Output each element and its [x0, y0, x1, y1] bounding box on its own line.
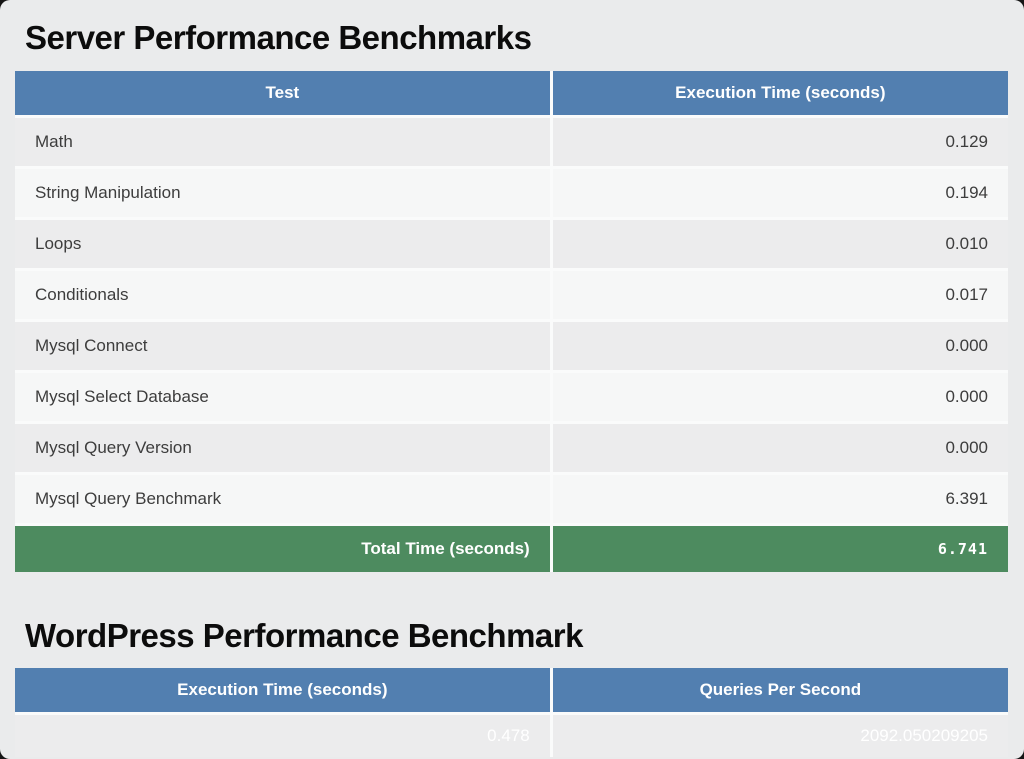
server-benchmarks-title: Server Performance Benchmarks	[25, 19, 532, 56]
table-row: Mysql Query Benchmark 6.391	[13, 471, 1010, 526]
total-row: Total Time (seconds) 6.741	[13, 522, 1010, 574]
table-row: Conditionals 0.017	[13, 267, 1010, 322]
column-header-wp-execution-time: Execution Time (seconds)	[13, 666, 553, 716]
test-value-cell: 0.194	[549, 165, 1010, 220]
test-value-cell: 0.000	[549, 420, 1010, 475]
test-name-cell: Mysql Query Version	[13, 420, 553, 475]
table-row: Math 0.129	[13, 114, 1010, 169]
test-name-cell: Mysql Select Database	[13, 369, 553, 424]
test-name-cell: Mysql Connect	[13, 318, 553, 373]
test-name-cell: Conditionals	[13, 267, 553, 322]
server-benchmarks-header-row: Test Execution Time (seconds)	[13, 69, 1010, 118]
table-row: Mysql Select Database 0.000	[13, 369, 1010, 424]
table-row: Mysql Query Version 0.000	[13, 420, 1010, 475]
table-row: String Manipulation 0.194	[13, 165, 1010, 220]
wordpress-benchmark-table: Execution Time (seconds) Queries Per Sec…	[13, 666, 1010, 759]
test-value-cell: 0.010	[549, 216, 1010, 271]
test-value-cell: 0.017	[549, 267, 1010, 322]
test-value-cell: 0.000	[549, 318, 1010, 373]
test-value-cell: 0.000	[549, 369, 1010, 424]
test-name-cell: Math	[13, 114, 553, 169]
column-header-queries-per-second: Queries Per Second	[549, 666, 1010, 716]
test-name-cell: String Manipulation	[13, 165, 553, 220]
test-name-cell: Mysql Query Benchmark	[13, 471, 553, 526]
wp-execution-time-value: 0.478	[13, 712, 553, 759]
wordpress-result-row: 0.478 2092.050209205	[13, 712, 1010, 759]
wordpress-benchmark-header-row: Execution Time (seconds) Queries Per Sec…	[13, 666, 1010, 716]
column-header-execution-time: Execution Time (seconds)	[549, 69, 1010, 118]
test-value-cell: 6.391	[549, 471, 1010, 526]
server-benchmarks-table: Test Execution Time (seconds) Math 0.129…	[13, 69, 1010, 574]
column-header-test: Test	[13, 69, 553, 118]
wordpress-benchmark-title: WordPress Performance Benchmark	[25, 616, 583, 654]
test-value-cell: 0.129	[549, 114, 1010, 169]
test-name-cell: Loops	[13, 216, 553, 271]
table-row: Mysql Connect 0.000	[13, 318, 1010, 373]
total-time-value: 6.741	[549, 522, 1010, 574]
table-row: Loops 0.010	[13, 216, 1010, 271]
wp-queries-per-second-value: 2092.050209205	[549, 712, 1010, 759]
total-time-label: Total Time (seconds)	[13, 522, 553, 574]
